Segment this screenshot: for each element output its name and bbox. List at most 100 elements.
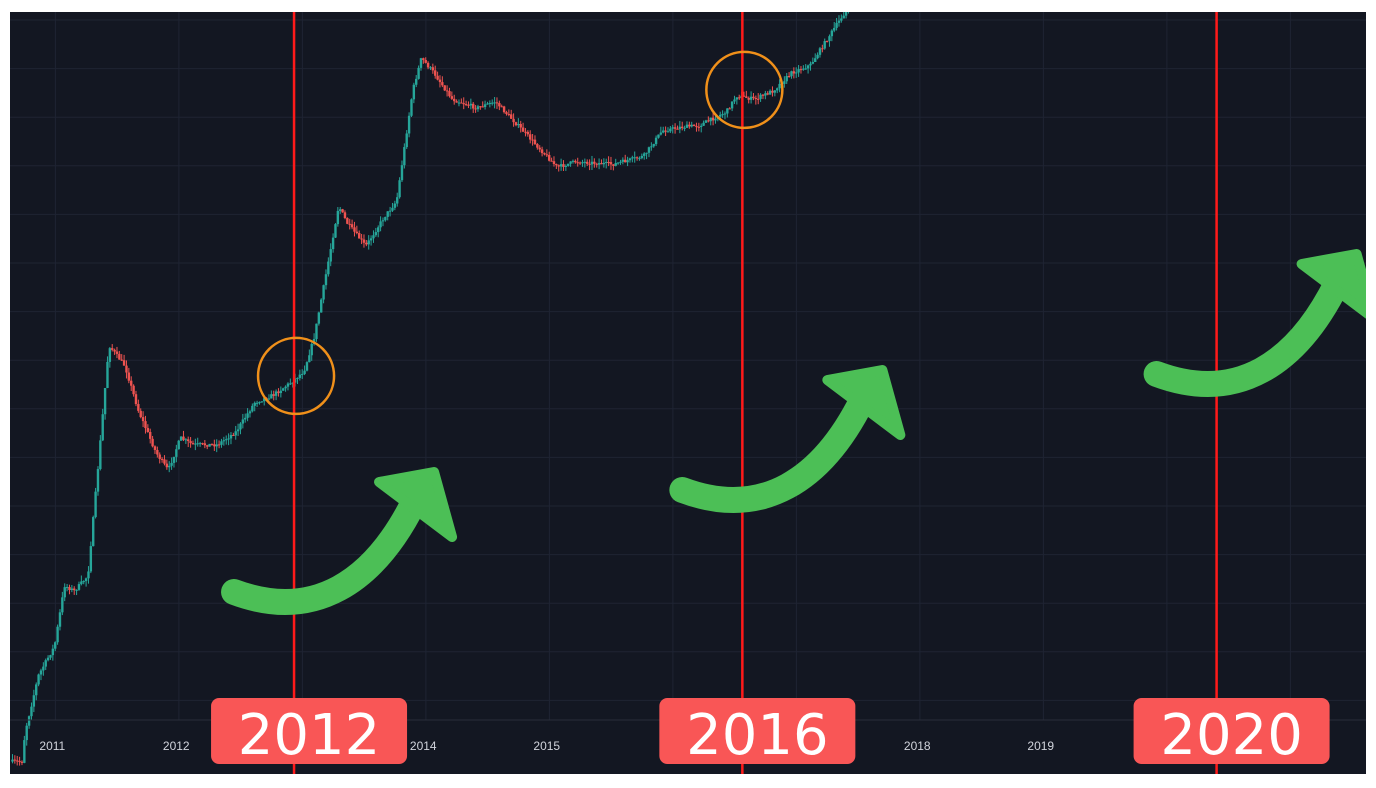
candle-body — [331, 237, 335, 250]
candle-body — [621, 159, 625, 162]
candle-body — [263, 398, 266, 402]
candle-body — [417, 67, 420, 79]
candle-body — [844, 12, 848, 16]
candle-body — [543, 153, 546, 155]
candle-body — [607, 161, 610, 163]
candle-body — [719, 114, 722, 117]
badge-label: 2012 — [238, 703, 381, 768]
candle-body — [54, 642, 57, 649]
candle-body — [246, 413, 249, 418]
candle-body — [514, 122, 518, 126]
candle-body — [481, 106, 484, 108]
candle-body — [113, 349, 116, 352]
halving-badge-2016: 2016 — [659, 698, 856, 768]
candle-body — [635, 157, 639, 159]
candle-body — [438, 79, 442, 83]
candle-body — [545, 154, 549, 156]
candle-body — [320, 299, 323, 313]
candle-body — [305, 362, 309, 371]
candle-body — [823, 41, 826, 49]
candle-body — [172, 456, 176, 463]
candle-body — [633, 157, 636, 159]
candle-body — [759, 94, 762, 99]
candle-body — [752, 96, 755, 99]
candle-body — [476, 106, 480, 110]
chart-frame: 2011 2012 2014 2015 2018 2019 2012 2016 … — [10, 12, 1366, 774]
candle-body — [115, 351, 119, 354]
candle-body — [251, 405, 254, 412]
candle-body — [46, 657, 50, 661]
candle-body — [583, 161, 587, 163]
candle-body — [96, 469, 100, 492]
candle-body — [761, 94, 765, 96]
candle-body — [353, 227, 356, 232]
candle-body — [830, 30, 834, 37]
candle-body — [336, 210, 340, 225]
candle-body — [424, 59, 427, 63]
candle-body — [39, 670, 43, 675]
candle-body — [393, 203, 397, 208]
candle-body — [664, 130, 667, 132]
candle-body — [711, 117, 715, 121]
candle-body — [462, 103, 465, 105]
candle-body — [486, 103, 489, 105]
candle-body — [671, 127, 674, 129]
candle-body — [267, 398, 271, 400]
candle-body — [372, 235, 375, 239]
candle-body — [616, 162, 620, 164]
candle-body — [455, 101, 458, 103]
candle-body — [177, 440, 180, 450]
candle-body — [234, 431, 237, 436]
candle-body — [58, 612, 62, 627]
candle-body — [512, 118, 515, 123]
candle-body — [146, 428, 150, 432]
candle-body — [87, 571, 90, 579]
candle-body — [65, 587, 69, 589]
candle-body — [600, 163, 603, 165]
candle-body — [315, 323, 318, 339]
candle-body — [187, 439, 190, 442]
candle-body — [811, 62, 815, 64]
candle-body — [792, 71, 796, 74]
candle-body — [500, 106, 503, 108]
halving-circle — [256, 336, 336, 416]
candle-body — [227, 438, 230, 440]
candle-body — [310, 343, 313, 356]
candle-body — [184, 439, 188, 441]
candle-body — [778, 83, 781, 89]
badge-label: 2020 — [1160, 703, 1303, 768]
candle-body — [764, 93, 767, 96]
candle-body — [49, 655, 52, 658]
candle-body — [165, 463, 169, 468]
candle-body — [298, 374, 302, 378]
candle-body — [153, 446, 157, 450]
candle-body — [802, 68, 805, 70]
candle-body — [348, 223, 351, 225]
candle-body — [75, 589, 78, 591]
candle-body — [595, 163, 598, 165]
candle-body — [412, 84, 416, 100]
candle-body — [574, 160, 577, 163]
candle-body — [697, 126, 701, 128]
candle-body — [695, 126, 698, 128]
candle-body — [125, 365, 128, 373]
candle-body — [23, 740, 26, 763]
candle-body — [384, 216, 387, 221]
candle-body — [239, 423, 242, 430]
candle-body — [609, 162, 613, 165]
candle-body — [806, 65, 810, 69]
candle-body — [814, 58, 817, 63]
candle-body — [597, 163, 601, 165]
candle-body — [645, 152, 648, 154]
candle-body — [659, 132, 663, 135]
arrow-head — [1296, 249, 1366, 319]
candle-body — [111, 348, 114, 350]
candle-body — [464, 104, 468, 106]
x-axis: 2011 2012 2014 2015 2018 2019 — [39, 739, 1054, 753]
candle-body — [144, 421, 147, 429]
candle-body — [457, 102, 461, 104]
candle-body — [388, 210, 392, 212]
candle-body — [502, 106, 506, 113]
candle-body — [728, 108, 731, 110]
candle-body — [201, 443, 204, 445]
